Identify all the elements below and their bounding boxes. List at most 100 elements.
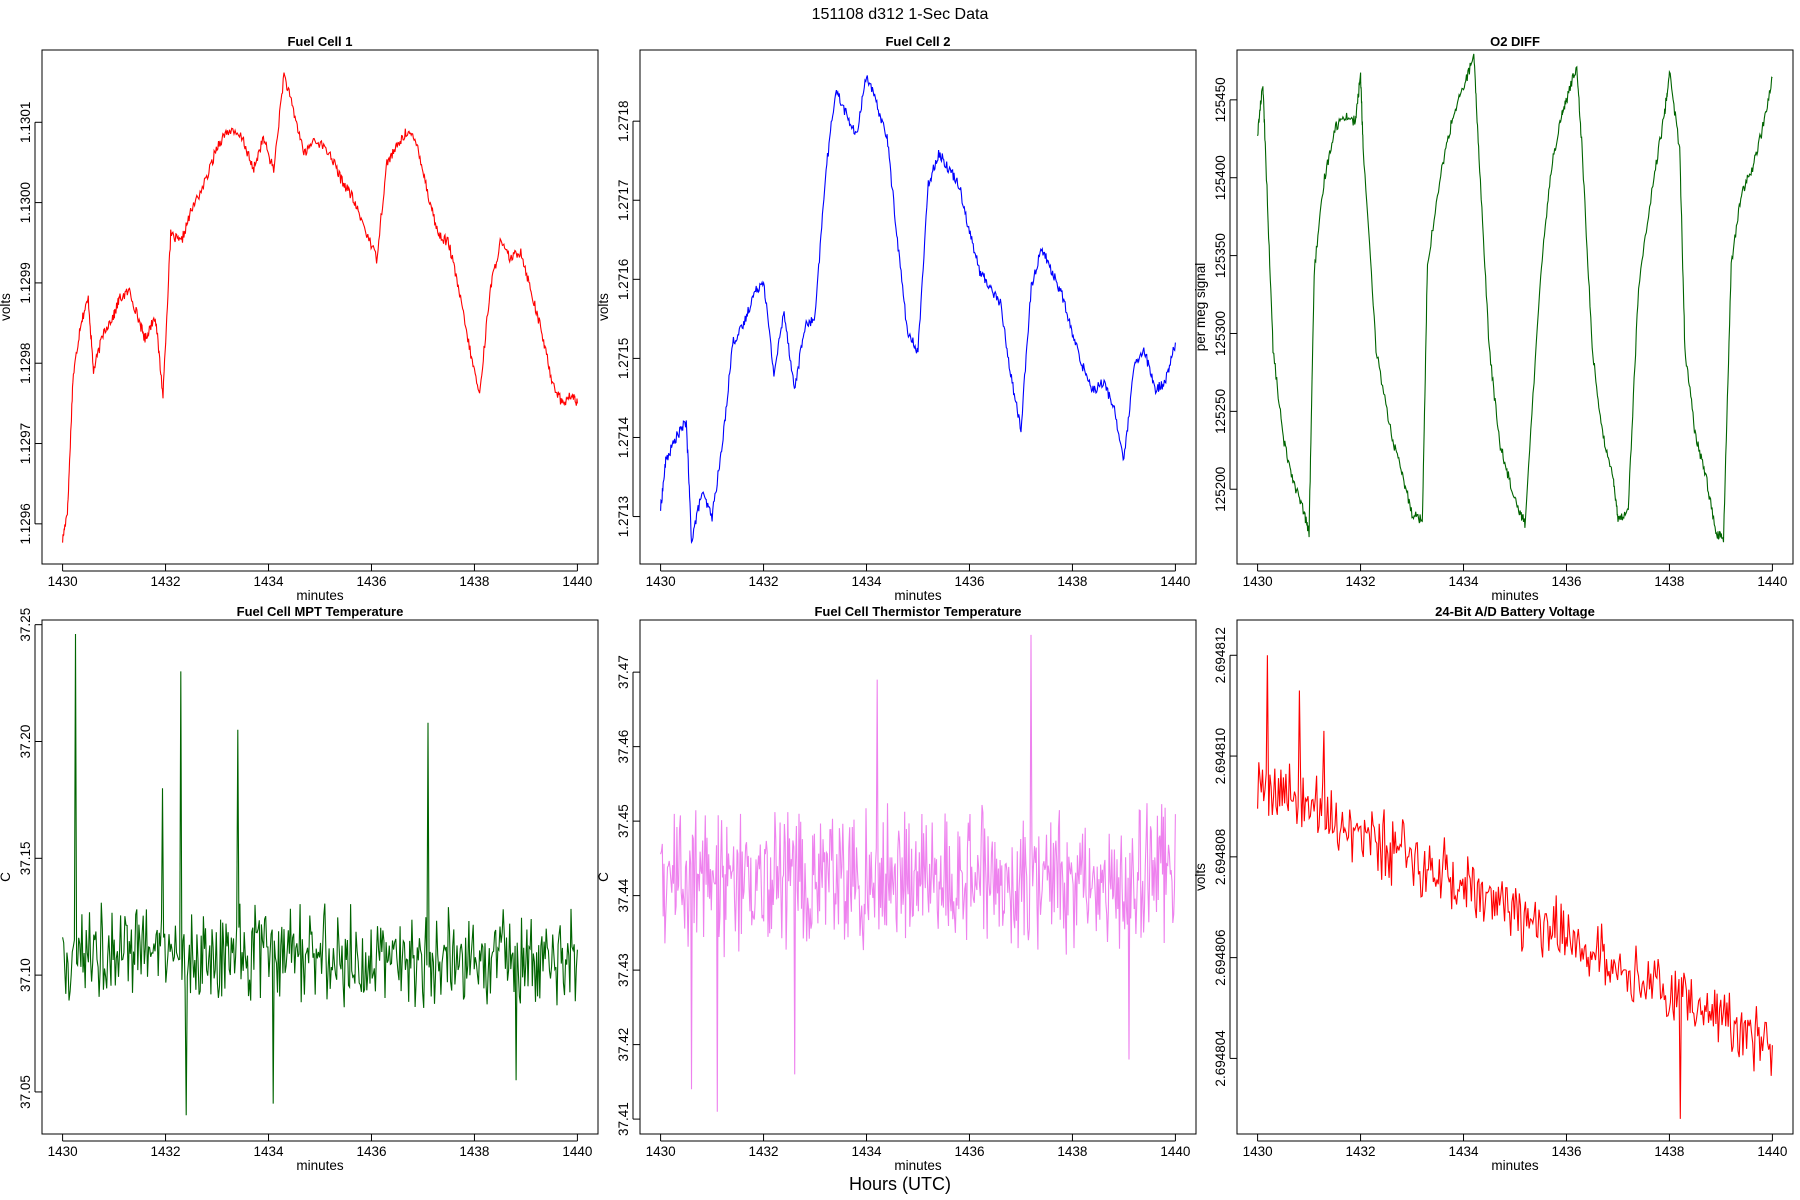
series-line [660,75,1176,545]
y-tick-label: 1.2713 [616,496,631,537]
y-tick-label: 37.46 [616,730,631,764]
x-tick-label: 1430 [48,1144,78,1159]
x-axis-label: minutes [894,588,942,603]
series-line [1257,655,1773,1119]
y-axis-label: C [0,872,13,882]
y-tick-label: 125450 [1213,77,1228,122]
y-tick-label: 1.1301 [18,102,33,143]
x-tick-label: 1436 [954,1144,984,1159]
series-line [62,72,578,543]
y-tick-label: 1.1297 [18,423,33,464]
x-tick-label: 1434 [851,1144,882,1159]
chart-panel-2: Fuel Cell 2 1430 1432 1434 1436 1438 1440 minut… [596,34,1197,603]
y-axis-label: volts [596,293,611,321]
x-tick-label: 1430 [1243,574,1273,589]
y-tick-label: 2.694810 [1213,728,1228,784]
x-tick-label: 1430 [48,574,78,589]
x-tick-label: 1438 [1654,574,1684,589]
x-axis-label: minutes [296,588,344,603]
y-tick-label: 2.694808 [1213,829,1228,885]
x-tick-label: 1440 [1757,574,1787,589]
series-line [62,633,578,1116]
y-tick-label: 37.44 [616,878,631,912]
chart-panel-6: 24-Bit A/D Battery Voltage 1430 1432 1434 14… [1193,604,1794,1173]
x-tick-label: 1436 [356,574,386,589]
chart-title: O2 DIFF [1490,34,1540,49]
chart-title: Fuel Cell 2 [885,34,950,49]
y-tick-label: 1.1300 [18,182,33,223]
x-tick-label: 1432 [151,574,181,589]
plot-frame [639,49,1197,565]
x-tick-label: 1432 [1346,1144,1376,1159]
x-axis-label: minutes [296,1158,344,1173]
x-axis-label: minutes [1491,1158,1539,1173]
x-tick-label: 1432 [1346,574,1376,589]
figure-footer-label: Hours (UTC) [849,1174,951,1194]
y-tick-label: 37.25 [18,608,33,642]
chart-title: Fuel Cell 1 [287,34,352,49]
x-tick-label: 1438 [1057,1144,1087,1159]
plot-frame [41,619,599,1135]
x-tick-label: 1438 [459,1144,489,1159]
y-tick-label: 2.694804 [1213,1030,1228,1087]
y-tick-label: 125300 [1213,311,1228,356]
chart-panel-5: Fuel Cell Thermistor Temperature 1430 1432… [596,604,1197,1173]
y-tick-label: 125250 [1213,389,1228,434]
x-tick-label: 1432 [749,574,779,589]
x-tick-label: 1440 [1160,1144,1190,1159]
y-tick-label: 125400 [1213,155,1228,200]
y-tick-label: 1.2714 [616,416,631,458]
y-tick-label: 1.2717 [616,180,631,221]
x-tick-label: 1432 [151,1144,181,1159]
plot-frame [1236,619,1794,1135]
y-tick-label: 1.1299 [18,262,33,303]
plot-frame [1236,49,1794,565]
y-tick-label: 37.45 [616,804,631,838]
x-tick-label: 1434 [253,574,284,589]
y-tick-label: 37.47 [616,655,631,689]
series-line [660,634,1176,1112]
x-tick-label: 1434 [253,1144,284,1159]
chart-title: 24-Bit A/D Battery Voltage [1435,604,1595,619]
figure-title: 151108 d312 1-Sec Data [812,6,989,23]
y-tick-label: 1.2716 [616,259,631,300]
chart-panel-3: O2 DIFF 1430 1432 1434 1436 1438 1440 minutes 12… [1193,34,1794,603]
y-axis-label: volts [1193,863,1208,891]
x-tick-label: 1440 [562,574,592,589]
series-line [1257,53,1773,543]
y-tick-label: 1.2718 [616,101,631,142]
y-tick-label: 2.694806 [1213,929,1228,985]
y-tick-label: 1.1296 [18,503,33,544]
y-axis-label: volts [0,293,13,321]
plot-frame [639,619,1197,1135]
x-tick-label: 1436 [356,1144,386,1159]
x-tick-label: 1440 [1757,1144,1787,1159]
chart-title: Fuel Cell MPT Temperature [237,604,404,619]
chart-title: Fuel Cell Thermistor Temperature [814,604,1021,619]
x-tick-label: 1430 [646,574,676,589]
x-tick-label: 1438 [1654,1144,1684,1159]
y-tick-label: 37.42 [616,1028,631,1062]
y-axis-label: per meg signal [1193,263,1208,352]
y-tick-label: 1.2715 [616,338,631,379]
chart-panel-4: Fuel Cell MPT Temperature 1430 1432 1434 143… [0,604,599,1173]
x-tick-label: 1438 [459,574,489,589]
x-tick-label: 1436 [1551,574,1581,589]
plot-frame [41,49,599,565]
y-tick-label: 37.15 [18,841,33,875]
y-tick-label: 37.41 [616,1102,631,1136]
x-tick-label: 1440 [562,1144,592,1159]
y-tick-label: 37.20 [18,725,33,759]
y-tick-label: 37.05 [18,1075,33,1109]
y-tick-label: 37.43 [616,953,631,987]
x-tick-label: 1432 [749,1144,779,1159]
x-axis-label: minutes [1491,588,1539,603]
x-tick-label: 1434 [851,574,882,589]
x-axis-label: minutes [894,1158,942,1173]
x-tick-label: 1436 [954,574,984,589]
x-tick-label: 1434 [1448,574,1479,589]
chart-panel-1: Fuel Cell 1 1430 1432 1434 1436 1438 1440 minut… [0,34,599,603]
x-tick-label: 1440 [1160,574,1190,589]
y-tick-label: 1.1298 [18,343,33,384]
